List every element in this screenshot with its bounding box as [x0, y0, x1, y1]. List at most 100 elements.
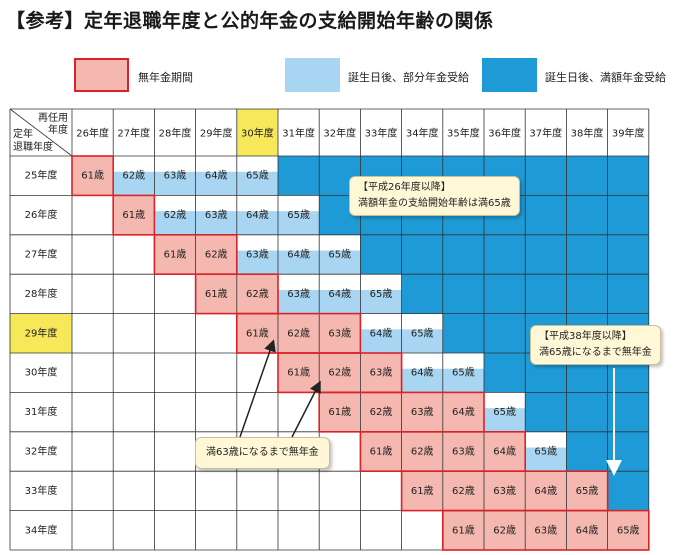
- age-label: 64歳: [534, 485, 557, 497]
- age-label: 63歳: [452, 446, 475, 458]
- age-label: 62歳: [452, 485, 475, 497]
- callout-no-pension-63: 満63歳になるまで無年金: [195, 437, 330, 469]
- column-header: 37年度: [529, 127, 562, 140]
- column-header: 32年度: [323, 127, 356, 140]
- partial-pension-cell: [236, 250, 278, 275]
- age-label: 62歳: [122, 170, 145, 182]
- age-label: 62歳: [164, 209, 187, 221]
- age-label: 63歳: [246, 249, 269, 261]
- callout-no-pension-65-line1: 【平成38年度以降】: [539, 331, 632, 342]
- legend-unpaid-label-wrap: 無年金期間: [138, 58, 238, 92]
- legend-unpaid-label: 無年金期間: [138, 71, 193, 84]
- age-label: 62歳: [328, 367, 351, 379]
- corner-label-bottom2: 退職年度: [13, 140, 53, 153]
- column-header: 33年度: [365, 127, 398, 140]
- legend-partial-swatch: [285, 58, 340, 92]
- age-label: 65歳: [534, 446, 557, 458]
- age-label: 65歳: [370, 288, 393, 300]
- age-label: 65歳: [576, 485, 599, 497]
- row-label: 28年度: [25, 287, 58, 300]
- partial-pension-cell: [360, 329, 402, 353]
- legend-unpaid: [74, 58, 129, 92]
- row-label: 30年度: [25, 366, 58, 379]
- column-header: 29年度: [200, 127, 233, 140]
- partial-pension-cell: [442, 368, 484, 393]
- partial-pension-cell: [401, 368, 443, 393]
- partial-pension-cell: [525, 447, 567, 472]
- age-label: 63歳: [205, 209, 228, 221]
- callout-full-pension-65: 【平成26年度以降】 満額年金の支給開始年齢は満65歳: [349, 176, 520, 216]
- legend-partial: [285, 58, 340, 92]
- age-label: 64歳: [411, 367, 434, 379]
- partial-pension-cell: [154, 211, 196, 235]
- callout-full-pension-65-line1: 【平成26年度以降】: [358, 182, 451, 193]
- column-header: 31年度: [282, 127, 315, 140]
- age-label: 61歳: [411, 485, 434, 497]
- age-label: 64歳: [576, 524, 599, 536]
- row-label: 33年度: [25, 484, 58, 497]
- full-pension-area: [525, 392, 649, 432]
- row-label: 27年度: [25, 248, 58, 261]
- age-label: 65歳: [452, 367, 475, 379]
- age-label: 65歳: [328, 249, 351, 261]
- callout-no-pension-65-line2: 満65歳になるまで無年金: [539, 347, 652, 358]
- age-label: 64歳: [205, 170, 228, 182]
- partial-pension-cell: [195, 211, 237, 235]
- age-label: 62歳: [205, 249, 228, 261]
- age-label: 62歳: [370, 406, 393, 418]
- unpaid-period-block: [72, 156, 114, 196]
- partial-pension-cell: [278, 289, 320, 314]
- unpaid-period-border: [71, 155, 115, 197]
- row-label: 34年度: [25, 523, 58, 536]
- age-label: 63歳: [328, 327, 351, 339]
- row-label: 25年度: [25, 169, 58, 182]
- partial-pension-cell: [484, 408, 526, 432]
- age-label: 64歳: [287, 249, 310, 261]
- corner-label-top: 再任用: [38, 111, 68, 124]
- legend-full-label: 誕生日後、満額年金受給: [545, 71, 666, 84]
- corner-diagonal: [9, 108, 73, 157]
- age-label: 61歳: [122, 209, 145, 221]
- age-label: 65歳: [411, 327, 434, 339]
- partial-pension-cell: [401, 329, 443, 353]
- row-label: 29年度: [25, 326, 58, 339]
- column-header: 38年度: [571, 127, 604, 140]
- age-label: 65歳: [493, 406, 516, 418]
- partial-pension-cell: [236, 211, 278, 235]
- legend-full-swatch: [482, 58, 537, 92]
- highlight-row-label: [10, 313, 72, 353]
- age-label: 61歳: [328, 406, 351, 418]
- age-label: 62歳: [287, 327, 310, 339]
- age-label: 61歳: [164, 249, 187, 261]
- full-pension-area: [607, 471, 649, 511]
- unpaid-period-border: [112, 194, 156, 236]
- partial-pension-cell: [360, 289, 402, 314]
- partial-pension-cell: [236, 171, 278, 196]
- row-label: 26年度: [25, 208, 58, 221]
- corner-label-top2: 年度: [48, 123, 68, 136]
- column-header: 26年度: [76, 127, 109, 140]
- age-label: 61歳: [205, 288, 228, 300]
- column-header: 35年度: [447, 127, 480, 140]
- column-header: 30年度: [241, 127, 274, 140]
- age-label: 63歳: [411, 406, 434, 418]
- age-label: 61歳: [246, 327, 269, 339]
- column-header: 34年度: [406, 127, 439, 140]
- highlight-column-header: [236, 109, 278, 156]
- callout-no-pension-65: 【平成38年度以降】 満65歳になるまで無年金: [530, 325, 661, 365]
- age-label: 65歳: [617, 524, 640, 536]
- partial-pension-cell: [195, 171, 237, 196]
- column-header: 28年度: [159, 127, 192, 140]
- age-label: 64歳: [452, 406, 475, 418]
- age-label: 62歳: [246, 288, 269, 300]
- row-label: 32年度: [25, 445, 58, 458]
- age-label: 61歳: [370, 446, 393, 458]
- page-title: 【参考】定年退職年度と公的年金の支給開始年齢の関係: [6, 10, 494, 32]
- age-label: 64歳: [370, 327, 393, 339]
- legend-full: [482, 58, 537, 92]
- unpaid-period-block: [113, 195, 155, 235]
- partial-pension-cell: [319, 289, 361, 314]
- legend-full-label-wrap: 誕生日後、満額年金受給: [545, 58, 685, 92]
- full-pension-area: [360, 234, 649, 275]
- partial-pension-cell: [319, 250, 361, 275]
